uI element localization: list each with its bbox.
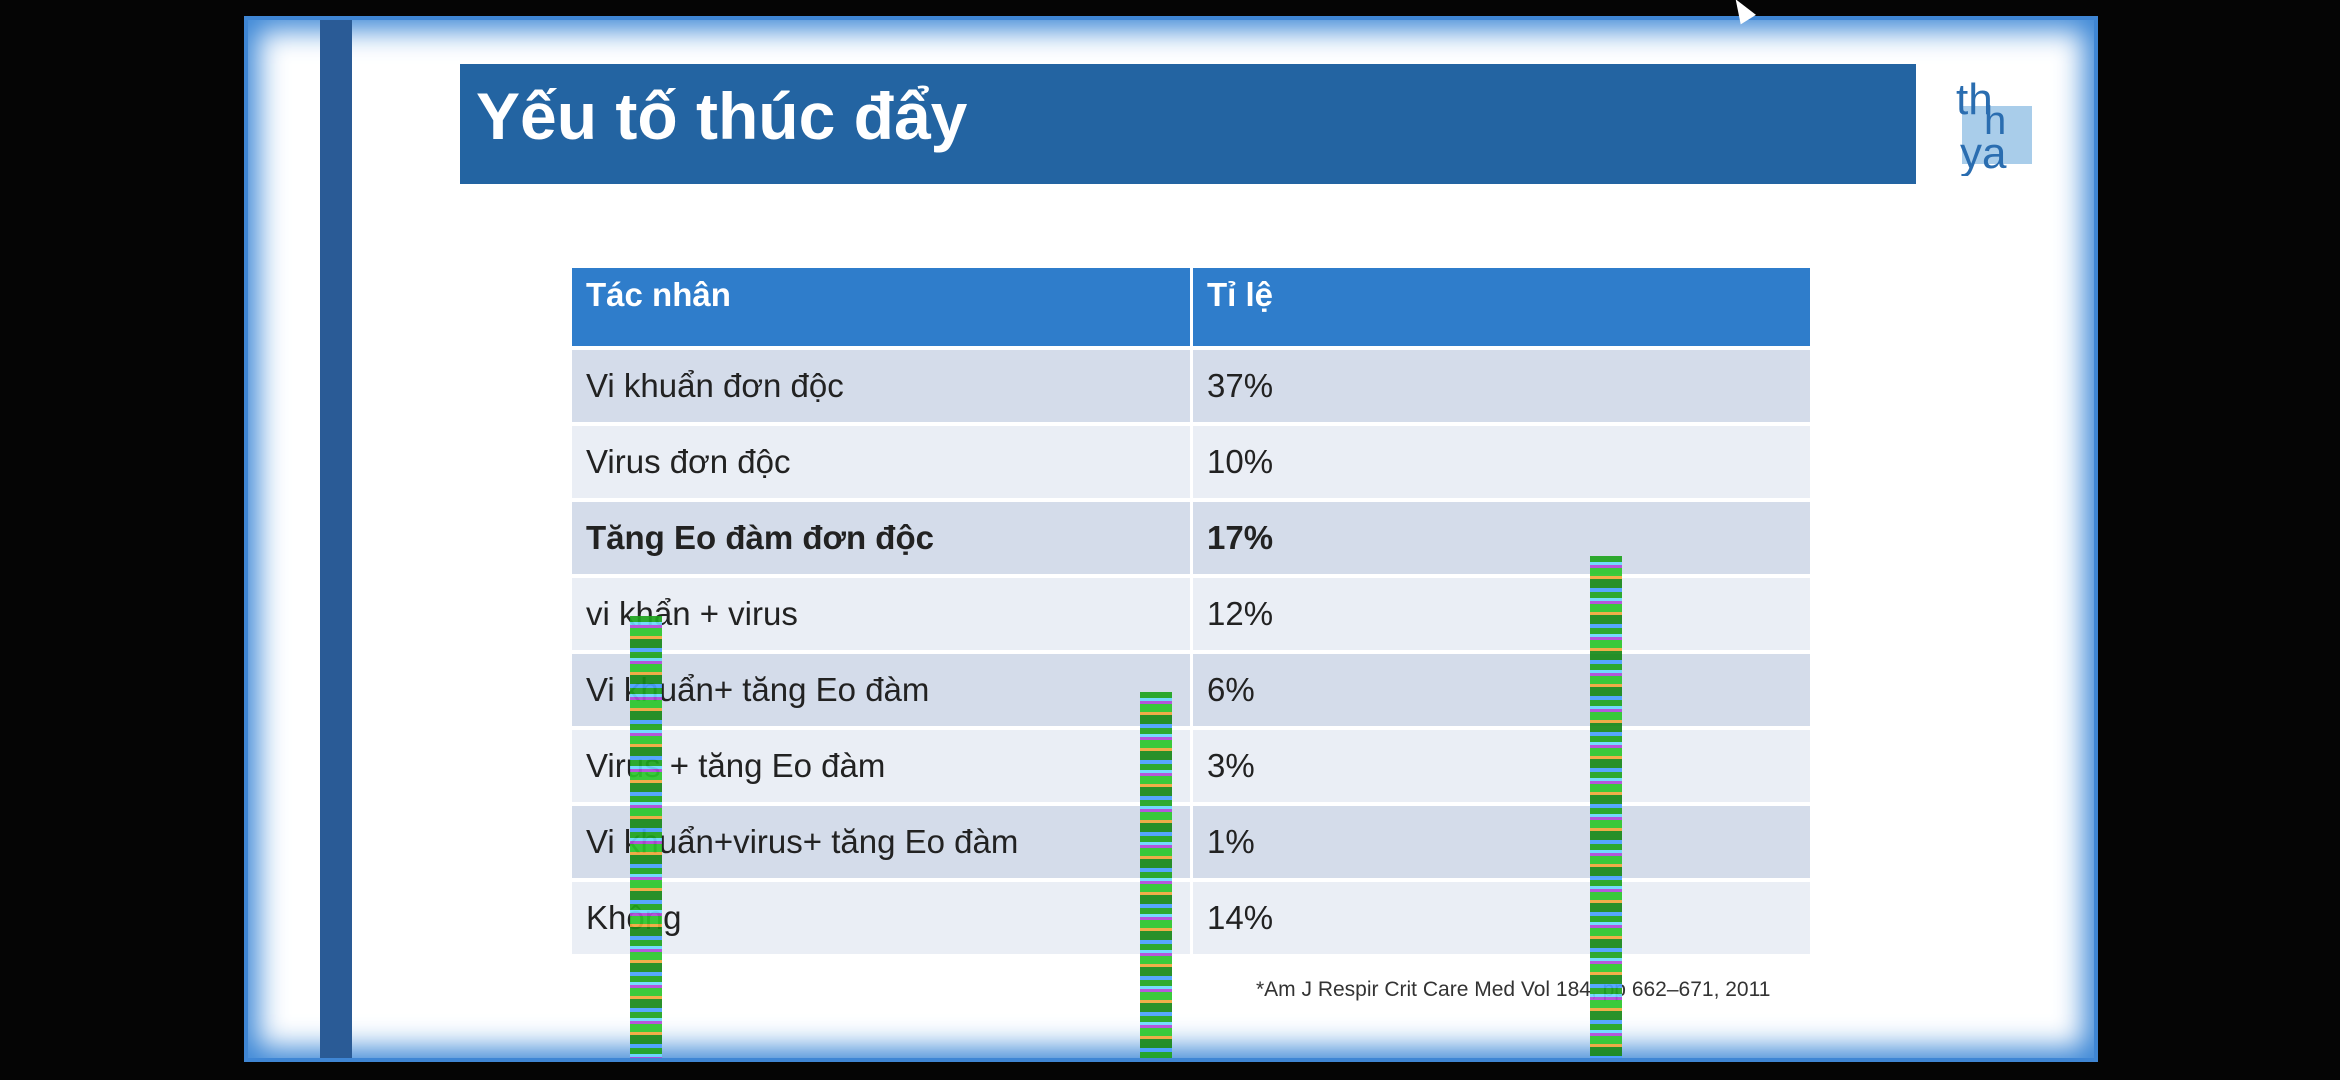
video-glitch-artifact [1590, 556, 1622, 1058]
table-row: Virus + tăng Eo đàm 3% [572, 730, 1810, 802]
header-agent: Tác nhân [572, 268, 1193, 346]
slide-title: Yếu tố thúc đẩy [476, 79, 968, 153]
cell-rate: 37% [1193, 350, 1810, 422]
cell-rate: 10% [1193, 426, 1810, 498]
table-row: Vi khuẩn+ tăng Eo đàm 6% [572, 654, 1810, 726]
cell-agent: Vi khuẩn+virus+ tăng Eo đàm [572, 806, 1193, 878]
citation-footnote: *Am J Respir Crit Care Med Vol 184, pp 6… [1256, 978, 1771, 1001]
video-glitch-artifact [630, 616, 662, 1058]
cell-agent: vi khẩn + virus [572, 578, 1193, 650]
table-row-highlight: Tăng Eo đàm đơn độc 17% [572, 502, 1810, 574]
svg-text:ya: ya [1960, 129, 2007, 176]
svg-text:th: th [1956, 75, 1993, 124]
table-row: Vi khuẩn+virus+ tăng Eo đàm 1% [572, 806, 1810, 878]
slide-title-bar: Yếu tố thúc đẩy [460, 64, 1916, 184]
table-header-row: Tác nhân Tỉ lệ [572, 268, 1810, 346]
cell-rate: 12% [1193, 578, 1810, 650]
cell-agent: Virus + tăng Eo đàm [572, 730, 1193, 802]
header-rate: Tỉ lệ [1193, 268, 1810, 346]
cell-rate: 14% [1193, 882, 1810, 954]
cell-rate: 3% [1193, 730, 1810, 802]
logo-icon: th h ya [1956, 75, 2032, 176]
table-row: vi khẩn + virus 12% [572, 578, 1810, 650]
video-glitch-artifact [1140, 692, 1172, 1058]
cell-agent: Virus đơn độc [572, 426, 1193, 498]
cell-agent: Vi khuẩn đơn độc [572, 350, 1193, 422]
cell-rate: 6% [1193, 654, 1810, 726]
table-row: Không 14% [572, 882, 1810, 954]
cell-agent: Vi khuẩn+ tăng Eo đàm [572, 654, 1193, 726]
cell-rate: 17% [1193, 502, 1810, 574]
svg-text:h: h [1984, 99, 2006, 143]
slide-left-accent-bar [320, 20, 352, 1058]
cell-agent: Không [572, 882, 1193, 954]
cell-agent: Tăng Eo đàm đơn độc [572, 502, 1193, 574]
cell-rate: 1% [1193, 806, 1810, 878]
presentation-slide: Yếu tố thúc đẩy th h ya Tác nhân Tỉ lệ V… [244, 16, 2098, 1062]
table-row: Vi khuẩn đơn độc 37% [572, 350, 1810, 422]
table-row: Virus đơn độc 10% [572, 426, 1810, 498]
causes-table: Tác nhân Tỉ lệ Vi khuẩn đơn độc 37% Viru… [572, 264, 1810, 958]
